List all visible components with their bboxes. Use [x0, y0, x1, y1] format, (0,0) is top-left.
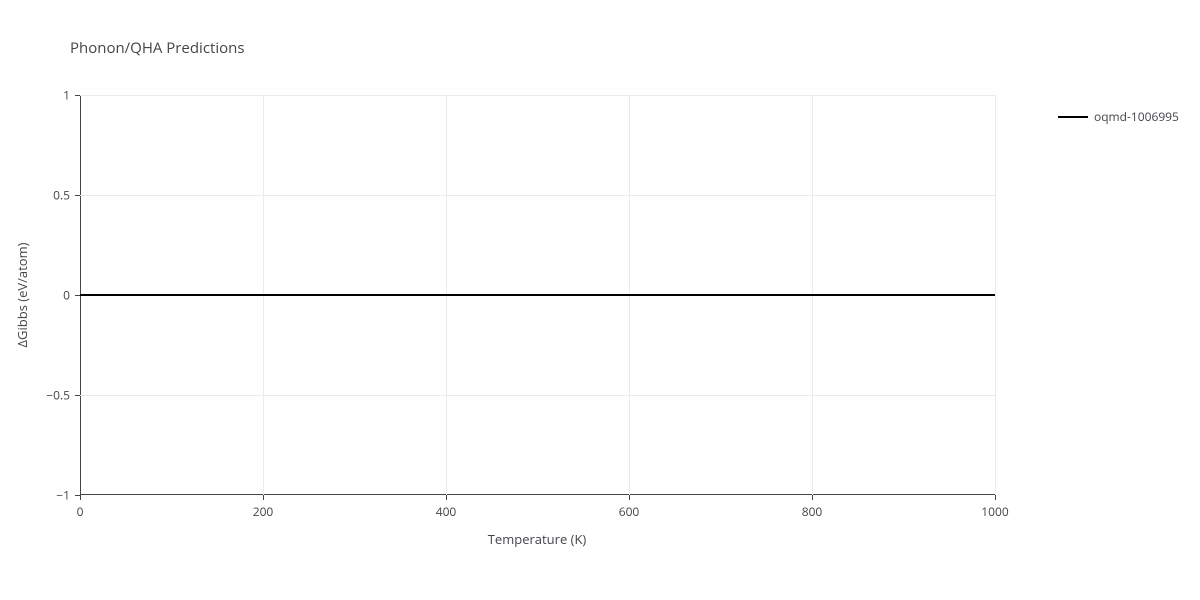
x-tick-label: 1000: [981, 495, 1008, 520]
chart-container: { "chart": { "type": "line", "title": "P…: [0, 0, 1200, 600]
y-axis-label: ΔGibbs (eV/atom): [13, 243, 31, 348]
gridline-v: [995, 95, 996, 495]
y-tick-label: 1: [63, 87, 80, 104]
x-tick-label: 200: [253, 495, 274, 520]
x-tick-label: 800: [802, 495, 823, 520]
x-axis-label: Temperature (K): [488, 530, 587, 548]
series-line[interactable]: [80, 294, 995, 296]
chart-title: Phonon/QHA Predictions: [70, 38, 245, 58]
gridline-h: [80, 195, 995, 196]
legend-label: oqmd-1006995: [1094, 108, 1179, 125]
legend[interactable]: oqmd-1006995: [1058, 108, 1179, 125]
y-tick-label: −1: [56, 487, 80, 504]
x-axis-line: [80, 494, 995, 495]
gridline-h: [80, 395, 995, 396]
gridline-h: [80, 95, 995, 96]
x-tick-label: 600: [619, 495, 640, 520]
y-tick-label: 0.5: [53, 187, 80, 204]
legend-swatch: [1058, 116, 1088, 118]
y-tick-label: −0.5: [46, 387, 80, 404]
x-tick-label: 400: [436, 495, 457, 520]
y-tick-label: 0: [63, 287, 80, 304]
plot-area: 02004006008001000−1−0.500.51: [80, 95, 995, 495]
